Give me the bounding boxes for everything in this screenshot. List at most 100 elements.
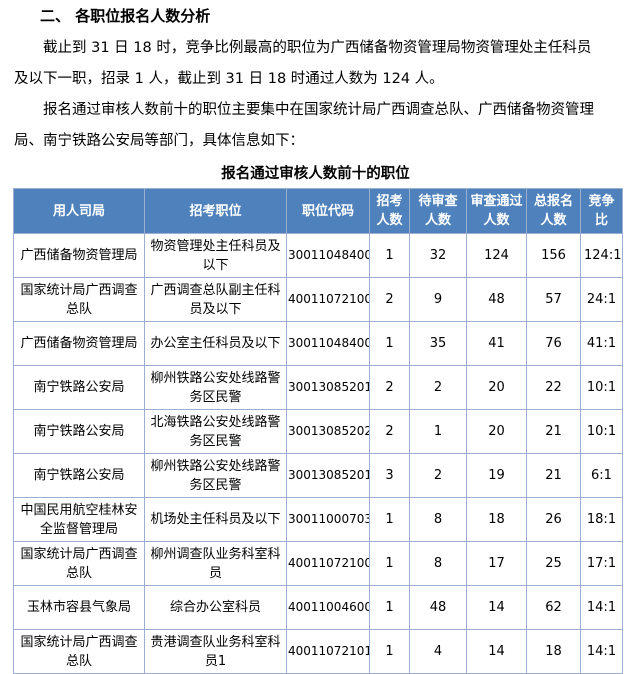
table-row: 南宁铁路公安局北海铁路公安处线路警务区民警3001308520262120211…	[13, 409, 623, 454]
table-cell: 25	[526, 541, 581, 586]
table-cell: 中国民用航空桂林安全监督管理局	[13, 497, 145, 542]
table-cell: 35	[409, 321, 467, 366]
column-header: 招考人数	[369, 188, 410, 234]
table-cell: 9	[409, 277, 467, 322]
table-cell: 1	[369, 497, 410, 542]
table-cell: 14:1	[580, 585, 623, 630]
table-cell: 国家统计局广西调查总队	[13, 277, 145, 322]
table-cell: 贵港调查队业务科室科员1	[144, 629, 287, 674]
table-cell: 机场处主任科员及以下	[144, 497, 287, 542]
column-header: 职位代码	[286, 188, 370, 234]
table-cell: 2	[369, 277, 410, 322]
table-cell: 综合办公室科员	[144, 585, 287, 630]
table-row: 广西储备物资管理局办公室主任科员及以下300110484001135417641…	[13, 321, 623, 366]
table-cell: 南宁铁路公安局	[13, 409, 145, 454]
table-cell: 国家统计局广西调查总队	[13, 629, 145, 674]
column-header: 审查通过人数	[466, 188, 527, 234]
table-cell: 17	[466, 541, 527, 586]
table-cell: 400110721002	[286, 541, 370, 586]
table-cell: 6:1	[580, 453, 623, 498]
header-row: 用人司局 招考职位 职位代码 招考人数 待审查人数 审查通过人数 总报名人数 竞争比	[13, 188, 623, 234]
table-cell: 124	[466, 233, 527, 278]
table-cell: 1	[369, 233, 410, 278]
table-cell: 北海铁路公安处线路警务区民警	[144, 409, 287, 454]
section-heading: 二、 各职位报名人数分析	[40, 7, 211, 25]
table-cell: 广西储备物资管理局	[13, 321, 145, 366]
column-header: 总报名人数	[526, 188, 581, 234]
table-body: 广西储备物资管理局物资管理处主任科员及以下3001104840021321241…	[13, 233, 623, 674]
table-cell: 2	[369, 365, 410, 410]
table-cell: 广西储备物资管理局	[13, 233, 145, 278]
table-cell: 26	[526, 497, 581, 542]
table-cell: 2	[369, 409, 410, 454]
table-cell: 300110484002	[286, 233, 370, 278]
column-header: 待审查人数	[409, 188, 467, 234]
table-cell: 南宁铁路公安局	[13, 365, 145, 410]
table-cell: 8	[409, 497, 467, 542]
table-cell: 124:1	[580, 233, 623, 278]
table-cell: 57	[526, 277, 581, 322]
table-cell: 2	[409, 453, 467, 498]
table-cell: 300130852018	[286, 365, 370, 410]
table-cell: 300110484001	[286, 321, 370, 366]
table-cell: 1	[369, 541, 410, 586]
table-row: 国家统计局广西调查总队贵港调查队业务科室科员140011072101014141…	[13, 629, 623, 674]
table-cell: 1	[369, 585, 410, 630]
table-cell: 14	[466, 629, 527, 674]
table-cell: 3	[369, 453, 410, 498]
table-cell: 62	[526, 585, 581, 630]
table-cell: 18	[526, 629, 581, 674]
table-row: 南宁铁路公安局柳州铁路公安处线路警务区民警3001308520113219216…	[13, 453, 623, 498]
data-table: 用人司局 招考职位 职位代码 招考人数 待审查人数 审查通过人数 总报名人数 竞争比 广西储备…	[13, 188, 623, 674]
table-cell: 300130852011	[286, 453, 370, 498]
table-row: 广西储备物资管理局物资管理处主任科员及以下3001104840021321241…	[13, 233, 623, 278]
table-cell: 400110046001	[286, 585, 370, 630]
table-cell: 300130852026	[286, 409, 370, 454]
table-cell: 14	[466, 585, 527, 630]
table-cell: 400110721010	[286, 629, 370, 674]
column-header: 用人司局	[13, 188, 145, 234]
table-cell: 柳州铁路公安处线路警务区民警	[144, 365, 287, 410]
table-cell: 48	[409, 585, 467, 630]
table-cell: 柳州调查队业务科室科员	[144, 541, 287, 586]
table-cell: 19	[466, 453, 527, 498]
table-cell: 300110007038	[286, 497, 370, 542]
table-cell: 22	[526, 365, 581, 410]
table-cell: 18:1	[580, 497, 623, 542]
table-cell: 32	[409, 233, 467, 278]
table-row: 国家统计局广西调查总队广西调查总队副主任科员及以下400110721001294…	[13, 277, 623, 322]
table-cell: 14:1	[580, 629, 623, 674]
table-cell: 柳州铁路公安处线路警务区民警	[144, 453, 287, 498]
table-row: 中国民用航空桂林安全监督管理局机场处主任科员及以下300110007038181…	[13, 497, 623, 542]
table-cell: 41:1	[580, 321, 623, 366]
table-title: 报名通过审核人数前十的职位	[221, 166, 410, 182]
table-cell: 4	[409, 629, 467, 674]
paragraph: 报名通过审核人数前十的职位主要集中在国家统计局广西调查总队、广西储备物资管理局、…	[14, 102, 594, 149]
table-cell: 广西调查总队副主任科员及以下	[144, 277, 287, 322]
table-cell: 48	[466, 277, 527, 322]
table-cell: 玉林市容县气象局	[13, 585, 145, 630]
table-cell: 156	[526, 233, 581, 278]
table-cell: 8	[409, 541, 467, 586]
table-cell: 20	[466, 365, 527, 410]
table-cell: 办公室主任科员及以下	[144, 321, 287, 366]
table-cell: 物资管理处主任科员及以下	[144, 233, 287, 278]
table-cell: 400110721001	[286, 277, 370, 322]
table-cell: 1	[409, 409, 467, 454]
table-cell: 24:1	[580, 277, 623, 322]
table-row: 国家统计局广西调查总队柳州调查队业务科室科员400110721002181725…	[13, 541, 623, 586]
table-cell: 76	[526, 321, 581, 366]
table-cell: 1	[369, 629, 410, 674]
column-header: 竞争比	[580, 188, 623, 234]
table-cell: 21	[526, 453, 581, 498]
table-cell: 2	[409, 365, 467, 410]
table-cell: 18	[466, 497, 527, 542]
table-cell: 南宁铁路公安局	[13, 453, 145, 498]
table-row: 南宁铁路公安局柳州铁路公安处线路警务区民警3001308520182220221…	[13, 365, 623, 410]
table-cell: 国家统计局广西调查总队	[13, 541, 145, 586]
table-cell: 41	[466, 321, 527, 366]
table-cell: 20	[466, 409, 527, 454]
table-cell: 21	[526, 409, 581, 454]
column-header: 招考职位	[144, 188, 287, 234]
